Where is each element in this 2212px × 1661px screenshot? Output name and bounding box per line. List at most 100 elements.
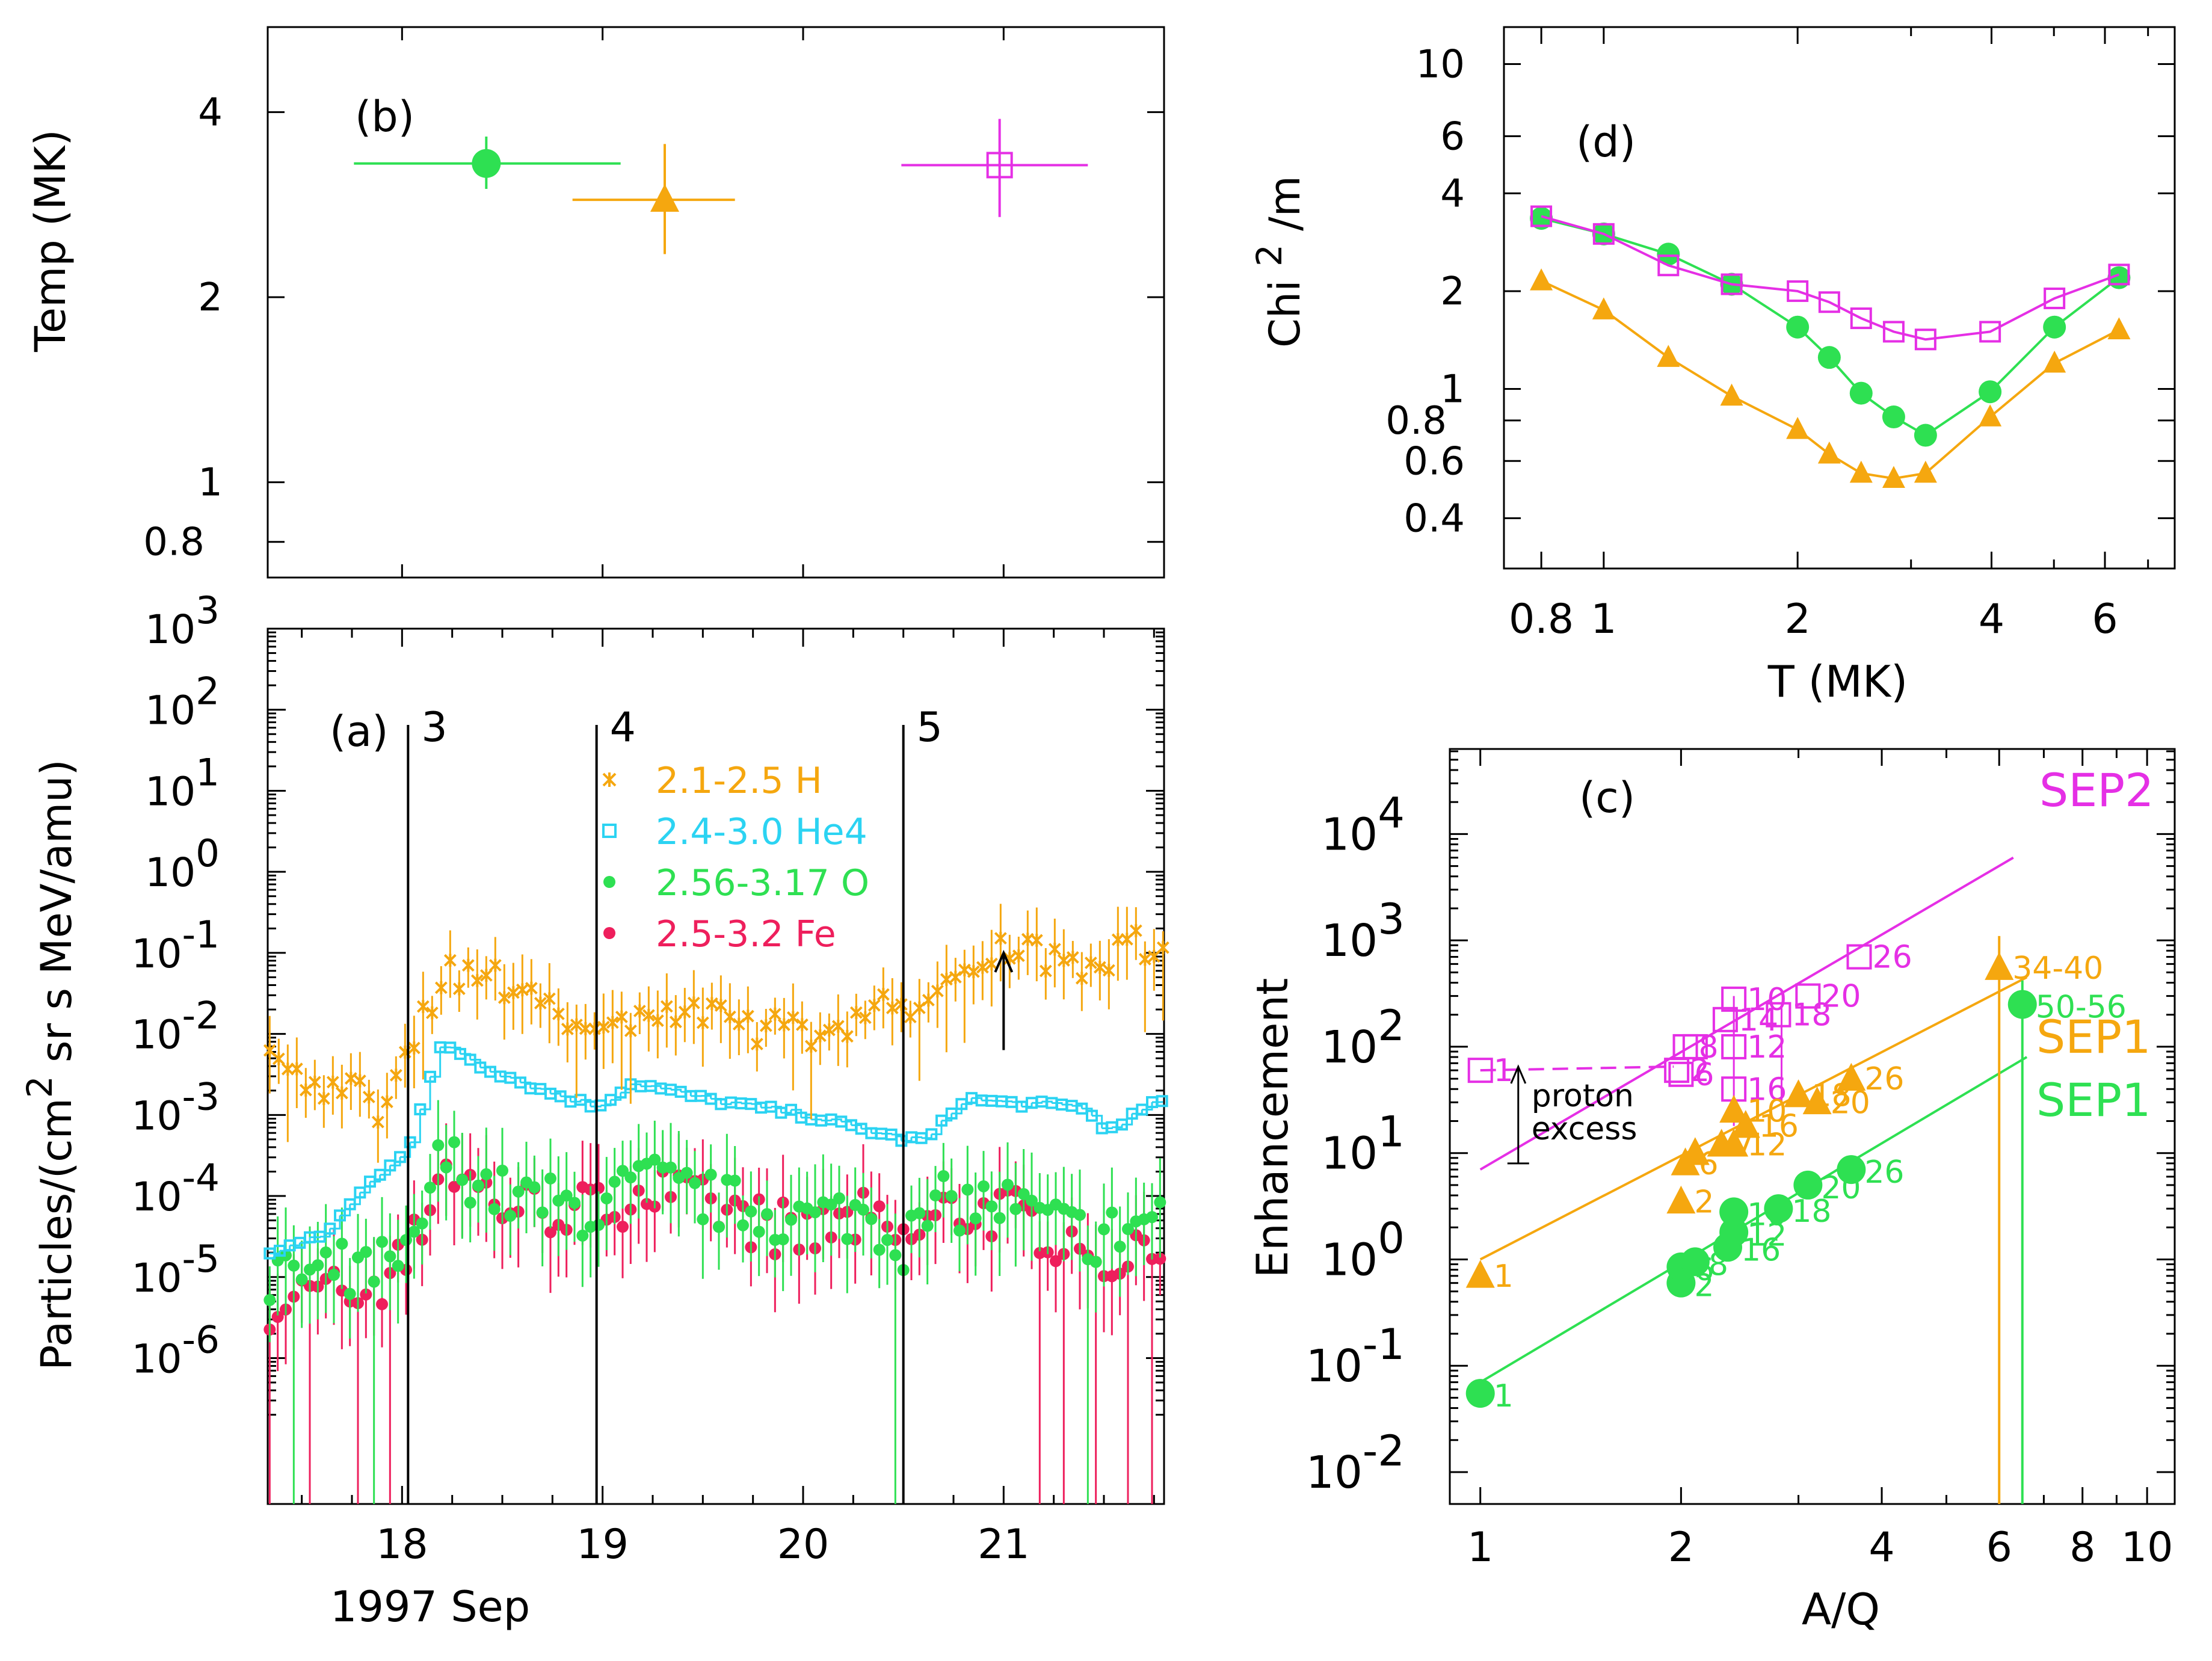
panel-a-point-O [544, 1172, 556, 1185]
panel-a-ytick-label: 102 [145, 670, 220, 734]
panel-d-xtick-label: 0.8 [1509, 596, 1574, 643]
panel-c-point-O [1719, 1197, 1749, 1227]
panel-c-point-SEP2 [1846, 944, 1872, 970]
panel-c-point-SEP2 [1721, 986, 1747, 1012]
panel-a-point-O [1026, 1194, 1038, 1207]
panel-a-point-H [308, 1076, 321, 1089]
panel-a-He-step [650, 1085, 662, 1089]
panel-a-He-step [390, 1157, 401, 1166]
panel-a-point-O [312, 1259, 324, 1272]
panel-c-point-O [1837, 1155, 1866, 1185]
panel-c-point-O [1793, 1170, 1823, 1200]
panel-b-point-0 [472, 149, 501, 178]
panel-c-ylabel: Enhancement [1247, 978, 1298, 1278]
panel-a-He-step [961, 1098, 973, 1105]
panel-a-point-H [633, 1004, 646, 1018]
panel-a-ytick-label: 10-3 [132, 1074, 220, 1139]
panel-a-point-O [873, 1243, 886, 1256]
panel-a-point-H [1102, 964, 1115, 977]
panel-a-point-O [504, 1209, 517, 1222]
panel-a-point-H [994, 931, 1007, 945]
panel-c-ytick-label: 101 [1321, 1108, 1405, 1180]
panel-a-point-H [922, 993, 935, 1007]
panel-d-point-SEP2 [1979, 321, 2001, 343]
panel-a-point-O [954, 1224, 966, 1237]
panel-a-point-O [456, 1174, 469, 1186]
panel-a-He-step [440, 1046, 451, 1049]
panel-a-point-O [777, 1233, 789, 1246]
panel-d-ytick-label: 1 [1440, 367, 1465, 411]
panel-a-point-O [889, 1249, 902, 1262]
panel-a-point-H [1075, 972, 1088, 985]
panel-a-point-O [376, 1236, 388, 1248]
panel-a-point-H [543, 992, 556, 1005]
panel-c-point-label-SEP2: 26 [1873, 940, 1912, 976]
panel-a-legend-symbol-3 [603, 927, 615, 939]
panel-a-point-H [741, 1009, 754, 1023]
panel-a-point-H [290, 1062, 303, 1076]
panel-a-point-O [536, 1206, 549, 1219]
panel-a-He-step [420, 1076, 431, 1111]
panel-a-xtick-label: 18 [376, 1521, 428, 1568]
panel-a-He-step [791, 1109, 803, 1118]
panel-c-point-label-O: 1 [1494, 1378, 1514, 1414]
panel-a-point-H [1084, 956, 1097, 970]
panel-c-ytick-label: 10-1 [1306, 1320, 1405, 1392]
panel-a-ytick-label: 10-2 [132, 994, 220, 1058]
panel-a-point-H [299, 1083, 312, 1097]
panel-a-point-O [624, 1171, 637, 1184]
panel-d-point-SEP2 [1787, 280, 1809, 302]
panel-a-point-O [288, 1259, 300, 1272]
panel-c-dashed-link [1480, 1065, 1674, 1072]
panel-a-point-O [809, 1206, 821, 1219]
panel-a-point-Fe [448, 1180, 460, 1193]
panel-c-point-label-O: 50-56 [2036, 990, 2127, 1026]
panel-a-point-H [1012, 949, 1025, 963]
panel-c-point-SEP2 [1795, 983, 1821, 1009]
panel-a-He-step [1082, 1108, 1093, 1116]
panel-b-temperature: 4 2 1 0.8 Temp (MK) (b) [26, 26, 1165, 579]
panel-a-point-H [849, 1006, 863, 1019]
panel-a-point-H [732, 1017, 745, 1031]
panel-a-point-O [480, 1168, 493, 1180]
panel-d-point-O [1817, 346, 1841, 369]
panel-c-point-SEP2 [1668, 1061, 1694, 1087]
panel-a-point-H [967, 965, 980, 978]
panel-a-point-O [937, 1170, 950, 1183]
panel-a-point-H [615, 1010, 628, 1024]
panel-c-fit-H [1479, 976, 2028, 1261]
panel-c-point-H [1666, 1185, 1696, 1214]
panel-a-point-H [1021, 932, 1034, 946]
panel-d-ytick-label: 6 [1440, 114, 1465, 159]
panel-a-point-O [608, 1176, 621, 1188]
panel-a-point-O [360, 1246, 372, 1259]
panel-a-xtick-label: 19 [576, 1521, 629, 1568]
panel-a-point-Fe [271, 1311, 284, 1324]
panel-a-point-H [1030, 934, 1043, 947]
panel-a-xlabel: 1997 Sep [330, 1582, 530, 1632]
panel-d-point-H [1882, 466, 1905, 488]
panel-c-fit-label-SEP1-O: SEP1 [2036, 1073, 2151, 1127]
panel-a-He-step [851, 1124, 863, 1129]
panel-a-He-step [370, 1174, 381, 1183]
panel-a-He-step [611, 1092, 622, 1101]
panel-a-xtick-label: 20 [777, 1521, 830, 1568]
panel-a-point-H [696, 1016, 709, 1029]
panel-a-point-O [1074, 1209, 1086, 1221]
panel-c-point-SEP2 [1467, 1058, 1493, 1083]
panel-c-ytick-label: 103 [1321, 895, 1405, 967]
panel-d-point-SEP2 [1530, 205, 1553, 227]
panel-a-point-O [945, 1190, 958, 1203]
panel-a-point-O [680, 1166, 693, 1179]
panel-a-He-step [781, 1109, 792, 1114]
panel-a-series-Fe [263, 1123, 1166, 1504]
panel-a-point-H [705, 997, 718, 1011]
panel-d-point-O [1786, 315, 1810, 339]
panel-d-xlabel: T (MK) [1767, 656, 1908, 707]
panel-a-He-step [741, 1102, 752, 1105]
panel-c-xlabel: A/Q [1802, 1584, 1880, 1635]
panel-a-point-H [326, 1076, 339, 1089]
panel-a-event-label-1: 4 [610, 704, 636, 751]
panel-c-point-SEP2 [1712, 1006, 1738, 1032]
panel-a-point-H [886, 1001, 899, 1015]
